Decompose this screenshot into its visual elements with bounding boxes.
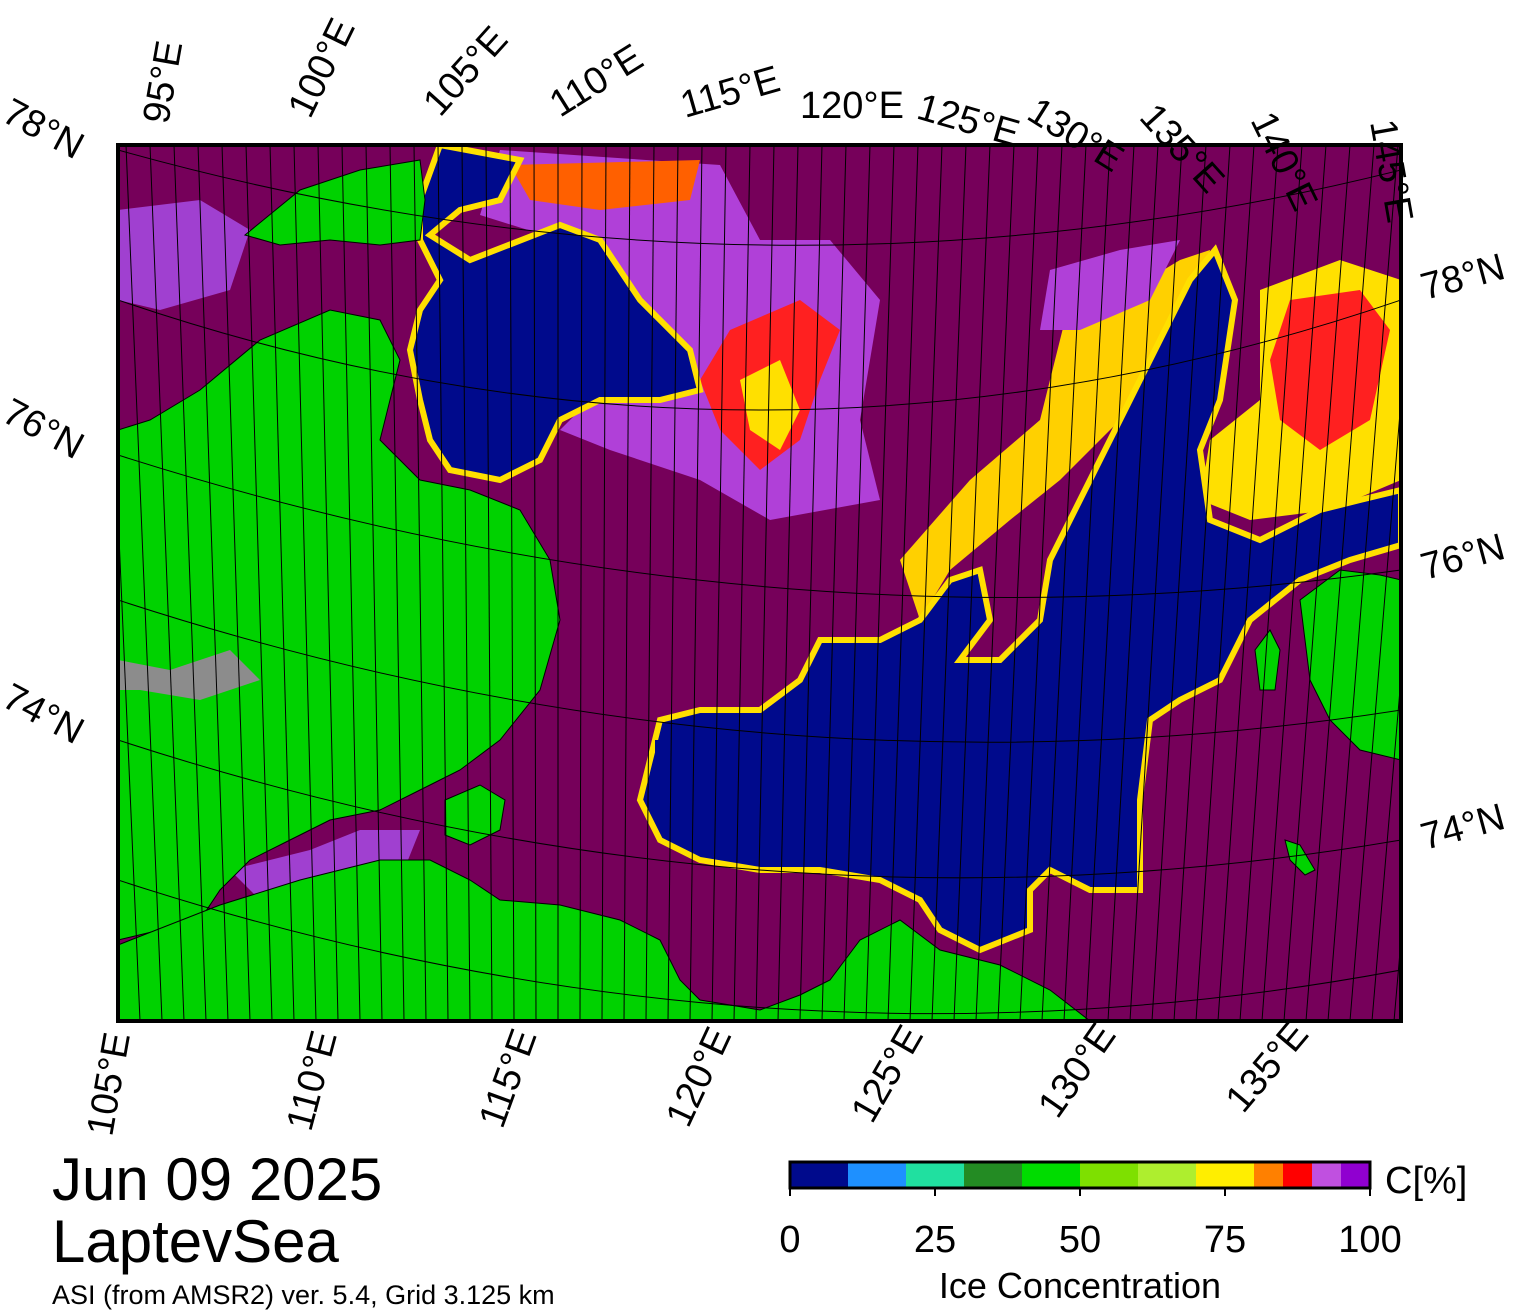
bottom-lon-label: 110°E	[279, 1026, 346, 1135]
colorbar-bin	[790, 1162, 848, 1188]
colorbar: 0 25 50 75 100	[779, 1160, 1402, 1261]
colorbar-tick-label: 75	[1204, 1219, 1246, 1261]
colorbar-bin	[1022, 1162, 1080, 1188]
bottom-lon-label: 105°E	[79, 1029, 138, 1139]
graticule	[118, 145, 1401, 1021]
colorbar-bin	[848, 1162, 906, 1188]
map-frame	[116, 143, 1403, 1023]
bottom-lon-label: 130°E	[1030, 1016, 1124, 1125]
bottom-lon-label: 115°E	[471, 1024, 545, 1133]
product-info: ASI (from AMSR2) ver. 5.4, Grid 3.125 km	[52, 1280, 555, 1310]
ice-patch-north-yellow	[740, 360, 800, 450]
right-lat-label: 76°N	[1416, 526, 1509, 589]
ice-patch-northwest-purple	[118, 200, 250, 310]
colorbar-bin	[906, 1162, 964, 1188]
right-lat-label: 74°N	[1416, 796, 1509, 859]
right-latitude-labels: 78°N 76°N 74°N	[1416, 246, 1509, 859]
colorbar-title: Ice Concentration	[939, 1265, 1221, 1306]
colorbar-tick-label: 50	[1059, 1219, 1101, 1261]
bottom-lon-label: 125°E	[843, 1019, 931, 1130]
ice-patch-polynya-edge	[900, 250, 1210, 620]
ice-patch-polynya-purple	[1040, 240, 1180, 330]
colorbar-tick-label: 100	[1338, 1219, 1401, 1261]
land-ice-patch	[118, 650, 260, 700]
left-latitude-labels: 78°N 76°N 74°N	[0, 91, 90, 753]
left-lat-label: 76°N	[0, 391, 90, 468]
land-severnaya-zemlya	[243, 159, 426, 246]
top-lon-label: 100°E	[280, 12, 363, 124]
region-title: LaptevSea	[52, 1208, 339, 1275]
bottom-longitude-labels: 105°E 110°E 115°E 120°E 125°E 130°E 135°E	[79, 1014, 1316, 1139]
map-area	[118, 145, 1401, 1021]
bottom-lon-label: 120°E	[658, 1021, 740, 1133]
open-water-northwest	[406, 145, 704, 484]
top-lon-label: 95°E	[136, 38, 192, 127]
top-lon-label: 115°E	[676, 58, 785, 126]
colorbar-unit: C[%]	[1385, 1160, 1467, 1202]
right-lat-label: 78°N	[1416, 246, 1509, 309]
top-lon-label: 120°E	[800, 85, 904, 127]
land-taymyr	[118, 309, 561, 941]
date-title: Jun 09 2025	[52, 1146, 383, 1213]
top-lon-label: 110°E	[543, 36, 651, 125]
colorbar-bin	[1196, 1162, 1254, 1188]
colorbar-bin	[1312, 1162, 1341, 1188]
colorbar-bin	[1080, 1162, 1138, 1188]
colorbar-tick-label: 0	[779, 1219, 800, 1261]
colorbar-bin	[1254, 1162, 1283, 1188]
open-water-bay	[655, 740, 695, 800]
land-siberia-south	[118, 859, 1091, 1021]
bottom-lon-label: 135°E	[1218, 1014, 1317, 1121]
left-lat-label: 74°N	[0, 676, 90, 753]
left-lat-label: 78°N	[0, 91, 90, 168]
colorbar-bin	[1138, 1162, 1196, 1188]
colorbar-bin	[964, 1162, 1022, 1188]
open-water-east-channel	[636, 244, 1401, 954]
colorbar-bin	[1283, 1162, 1312, 1188]
top-lon-label: 105°E	[415, 19, 516, 124]
colorbar-tick-label: 25	[914, 1219, 956, 1261]
colorbar-bin	[1341, 1162, 1370, 1188]
